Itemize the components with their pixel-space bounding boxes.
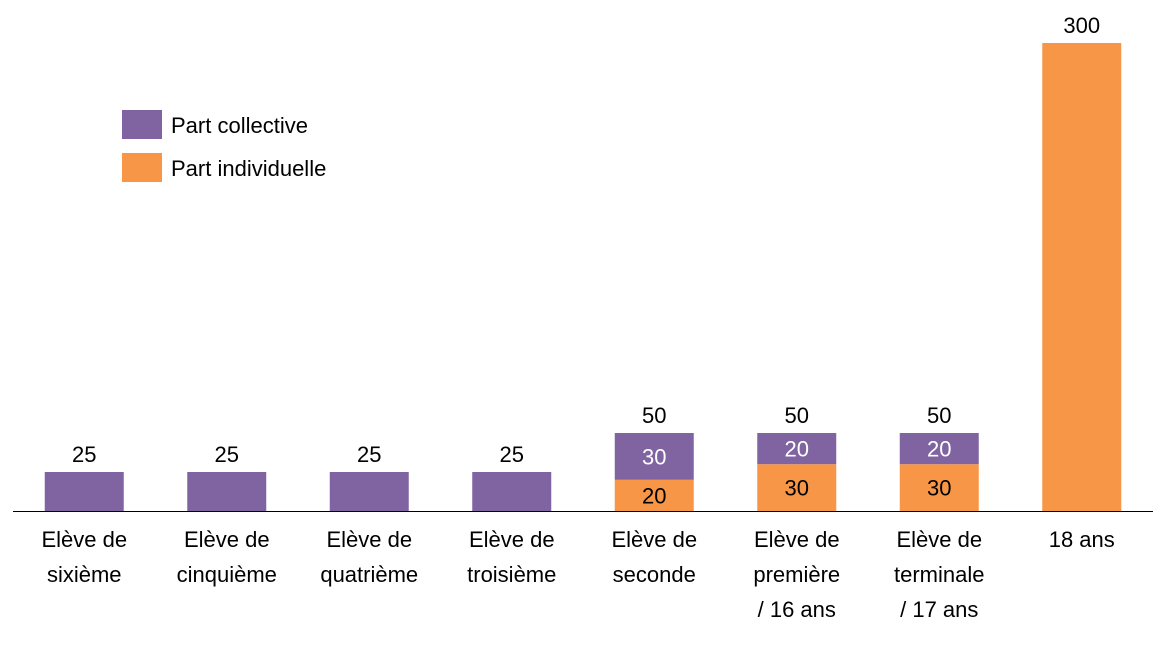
total-label: 50 xyxy=(785,403,809,428)
category-label: / 16 ans xyxy=(758,597,836,622)
bar-segment xyxy=(44,472,124,511)
category-label: 18 ans xyxy=(1049,527,1115,552)
category-label: seconde xyxy=(613,562,696,587)
category-label: / 17 ans xyxy=(900,597,978,622)
bar-segment xyxy=(472,472,552,511)
category-label: Elève de xyxy=(754,527,840,552)
data-label: 30 xyxy=(642,444,666,469)
category-label: Elève de xyxy=(41,527,127,552)
bar-segment xyxy=(329,472,409,511)
legend-label: Part individuelle xyxy=(171,156,326,181)
total-label: 25 xyxy=(215,442,239,467)
legend-swatch xyxy=(122,153,162,182)
bar-segment xyxy=(899,433,979,465)
legend-swatch xyxy=(122,110,162,139)
total-label: 25 xyxy=(72,442,96,467)
bar-segment xyxy=(614,433,694,480)
category-label: troisième xyxy=(467,562,556,587)
category-label: Elève de xyxy=(326,527,412,552)
total-label: 25 xyxy=(500,442,524,467)
data-label: 20 xyxy=(785,437,809,462)
bar-segment xyxy=(1042,43,1122,511)
bar-segment xyxy=(757,433,837,465)
total-label: 50 xyxy=(642,403,666,428)
data-label: 30 xyxy=(785,476,809,501)
total-label: 50 xyxy=(927,403,951,428)
category-label: Elève de xyxy=(469,527,555,552)
bar-segment xyxy=(899,464,979,511)
bar-segment xyxy=(187,472,267,511)
category-label: cinquième xyxy=(177,562,277,587)
category-label: quatrième xyxy=(320,562,418,587)
category-label: première xyxy=(753,562,840,587)
bar-segment xyxy=(757,464,837,511)
category-label: Elève de xyxy=(184,527,270,552)
data-label: 30 xyxy=(927,476,951,501)
bar-segment xyxy=(614,479,694,511)
total-label: 300 xyxy=(1063,13,1100,38)
total-label: 25 xyxy=(357,442,381,467)
category-label: Elève de xyxy=(896,527,982,552)
legend-label: Part collective xyxy=(171,113,308,138)
data-label: 20 xyxy=(642,483,666,508)
data-label: 20 xyxy=(927,437,951,462)
category-label: terminale xyxy=(894,562,984,587)
category-label: sixième xyxy=(47,562,122,587)
category-label: Elève de xyxy=(611,527,697,552)
